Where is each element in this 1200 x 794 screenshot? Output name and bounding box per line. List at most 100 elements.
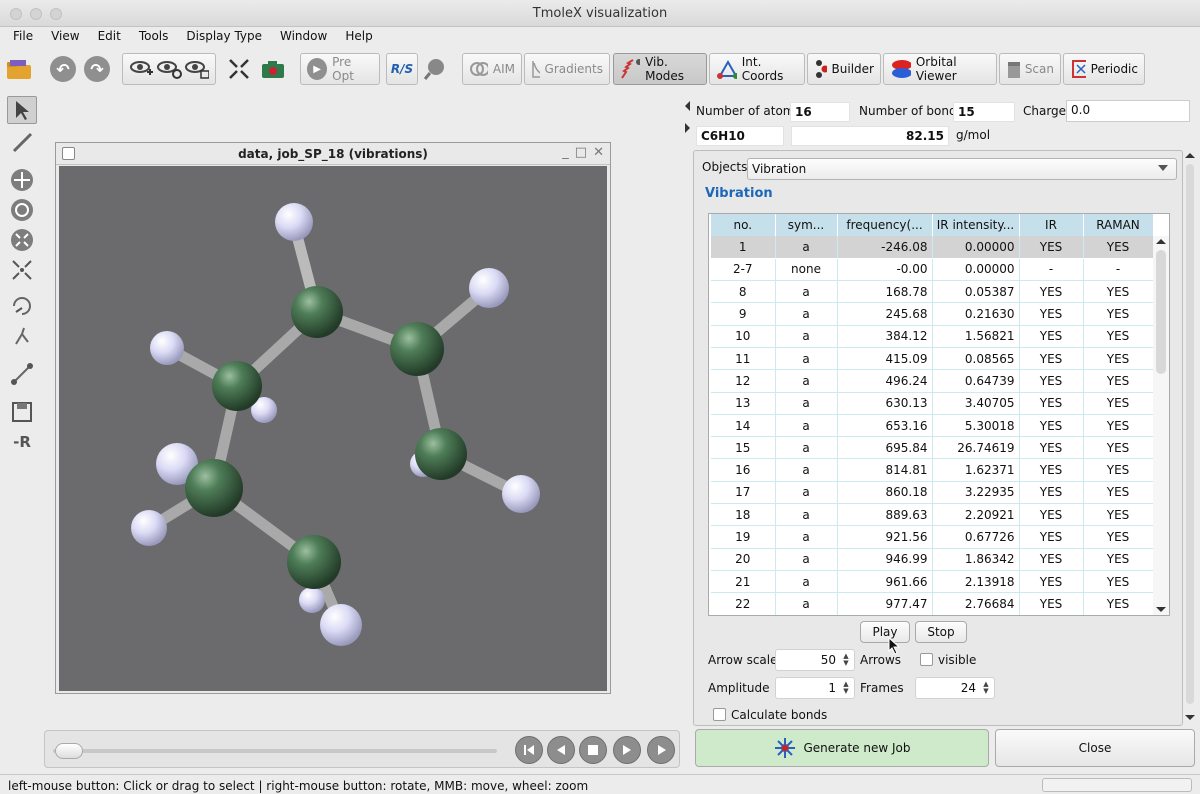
atom-h[interactable] [299, 587, 325, 613]
orbital-viewer-button[interactable]: Orbital Viewer [883, 53, 997, 85]
atom-c[interactable] [185, 459, 243, 517]
close-window-button[interactable] [10, 8, 22, 20]
menu-display-type[interactable]: Display Type [186, 29, 262, 43]
remove-r-tool[interactable]: -R [7, 428, 37, 456]
splitter-arrows[interactable] [684, 101, 692, 135]
column-header-ir-intensity[interactable]: IR intensity... [932, 214, 1020, 236]
frame-slider-track[interactable] [53, 749, 497, 753]
int-coords-button[interactable]: Int. Coords [709, 53, 805, 85]
atom-h[interactable] [251, 397, 277, 423]
zoom-window-button[interactable] [50, 8, 62, 20]
first-frame-button[interactable] [515, 736, 543, 764]
table-row[interactable]: 16 a 814.81 1.62371 YES YES [711, 458, 1154, 482]
inspect-button[interactable] [420, 53, 450, 85]
atom-h[interactable] [156, 443, 198, 485]
table-row[interactable]: 19 a 921.56 0.67726 YES YES [711, 525, 1154, 549]
amplitude-spinbox[interactable]: 1 ▲ ▼ [775, 677, 855, 699]
subwindow-menu-button[interactable] [62, 147, 75, 160]
redo-button[interactable]: ↷ [82, 53, 112, 85]
atom-c[interactable] [415, 428, 467, 480]
calculate-bonds-checkbox[interactable] [713, 708, 726, 721]
previous-frame-button[interactable] [547, 736, 575, 764]
pre-opt-button[interactable]: ▶ Pre Opt [300, 53, 380, 85]
measure-tool[interactable] [7, 360, 37, 388]
maximize-icon[interactable]: □ [574, 145, 588, 160]
close-button[interactable]: Close [995, 729, 1195, 767]
charge-field[interactable]: 0.0 [1066, 100, 1190, 122]
atom-h[interactable] [131, 510, 167, 546]
table-row[interactable]: 11 a 415.09 0.08565 YES YES [711, 347, 1154, 371]
objects-select[interactable]: Vibration [747, 158, 1177, 180]
table-row[interactable]: 21 a 961.66 2.13918 YES YES [711, 570, 1154, 594]
move-tool[interactable] [7, 166, 37, 194]
table-row[interactable]: 12 a 496.24 0.64739 YES YES [711, 369, 1154, 393]
open-folder-button[interactable] [4, 53, 34, 85]
eye-rotate-icon[interactable] [156, 58, 182, 80]
table-row[interactable]: 8 a 168.78 0.05387 YES YES [711, 280, 1154, 304]
close-icon[interactable]: ✕ [593, 145, 604, 160]
menu-help[interactable]: Help [345, 29, 373, 43]
column-header-ir[interactable]: IR [1019, 214, 1084, 236]
gradients-button[interactable]: Gradients [524, 53, 610, 85]
panel-scrollbar[interactable] [1183, 150, 1197, 726]
play-animation-button[interactable] [647, 736, 675, 764]
vib-modes-button[interactable]: Vib. Modes [613, 53, 707, 85]
menu-window[interactable]: Window [280, 29, 328, 43]
table-row[interactable]: 9 a 245.68 0.21630 YES YES [711, 302, 1154, 326]
select-tool[interactable] [7, 96, 37, 124]
table-scroll-thumb[interactable] [1156, 250, 1166, 374]
atom-h[interactable] [150, 331, 184, 365]
rotate-tool[interactable] [7, 196, 37, 224]
column-header-no[interactable]: no. [711, 214, 776, 236]
atom-h[interactable] [320, 604, 362, 646]
stop-animation-button[interactable] [579, 736, 607, 764]
eye-move-icon[interactable] [129, 58, 154, 80]
builder-button[interactable]: Builder [807, 53, 881, 85]
atom-c[interactable] [212, 361, 262, 411]
periodic-button[interactable]: Periodic [1063, 53, 1145, 85]
column-header-symmetry[interactable]: sym... [775, 214, 838, 236]
torsion-tool[interactable] [7, 322, 37, 350]
menu-view[interactable]: View [51, 29, 80, 43]
atom-c[interactable] [287, 535, 341, 589]
table-row[interactable]: 13 a 630.13 3.40705 YES YES [711, 392, 1154, 415]
zoom-tool[interactable] [7, 226, 37, 254]
scan-button[interactable]: Scan [999, 53, 1061, 85]
atom-c[interactable] [291, 286, 343, 338]
menu-edit[interactable]: Edit [97, 29, 121, 43]
arrows-visible-checkbox[interactable] [920, 653, 933, 666]
save-tool[interactable] [7, 398, 37, 426]
column-header-frequency[interactable]: frequency(... [837, 214, 933, 236]
draw-bond-tool[interactable] [7, 128, 37, 156]
table-row[interactable]: 10 a 384.12 1.56821 YES YES [711, 325, 1154, 348]
table-row[interactable]: 22 a 977.47 2.76684 YES YES [711, 592, 1154, 615]
table-row[interactable]: 14 a 653.16 5.30018 YES YES [711, 414, 1154, 438]
menu-file[interactable]: File [13, 29, 34, 43]
generate-job-button[interactable]: Generate new Job [695, 729, 989, 767]
table-row[interactable]: 1 a -246.08 0.00000 YES YES [711, 236, 1154, 259]
table-row[interactable]: 18 a 889.63 2.20921 YES YES [711, 503, 1154, 527]
column-header-raman[interactable]: RAMAN [1083, 214, 1154, 236]
spin-arrows-icon[interactable]: ▲ ▼ [843, 652, 849, 667]
spin-arrows-icon[interactable]: ▲ ▼ [983, 680, 989, 695]
atom-h[interactable] [502, 475, 540, 513]
atom-h[interactable] [469, 268, 509, 308]
spin-arrows-icon[interactable]: ▲ ▼ [843, 680, 849, 695]
frames-spinbox[interactable]: 24 ▲ ▼ [915, 677, 995, 699]
fit-view-button[interactable] [224, 53, 254, 85]
window-controls[interactable] [10, 8, 62, 20]
stop-button[interactable]: Stop [915, 621, 967, 643]
table-scrollbar[interactable] [1153, 236, 1169, 615]
snapshot-button[interactable] [258, 53, 288, 85]
rotate-fragment-tool[interactable] [7, 292, 37, 320]
frame-slider-knob[interactable] [55, 743, 83, 759]
table-row[interactable]: 2-7 none -0.00 0.00000- - [711, 258, 1154, 282]
atom-c[interactable] [390, 322, 444, 376]
table-row[interactable]: 20 a 946.99 1.86342 YES YES [711, 548, 1154, 571]
play-button[interactable]: Play [860, 621, 910, 643]
minimize-window-button[interactable] [30, 8, 42, 20]
molecule-viewport[interactable] [59, 166, 607, 691]
atom-h[interactable] [275, 203, 313, 241]
menu-tools[interactable]: Tools [138, 29, 169, 43]
minimize-icon[interactable]: _ [562, 145, 569, 160]
